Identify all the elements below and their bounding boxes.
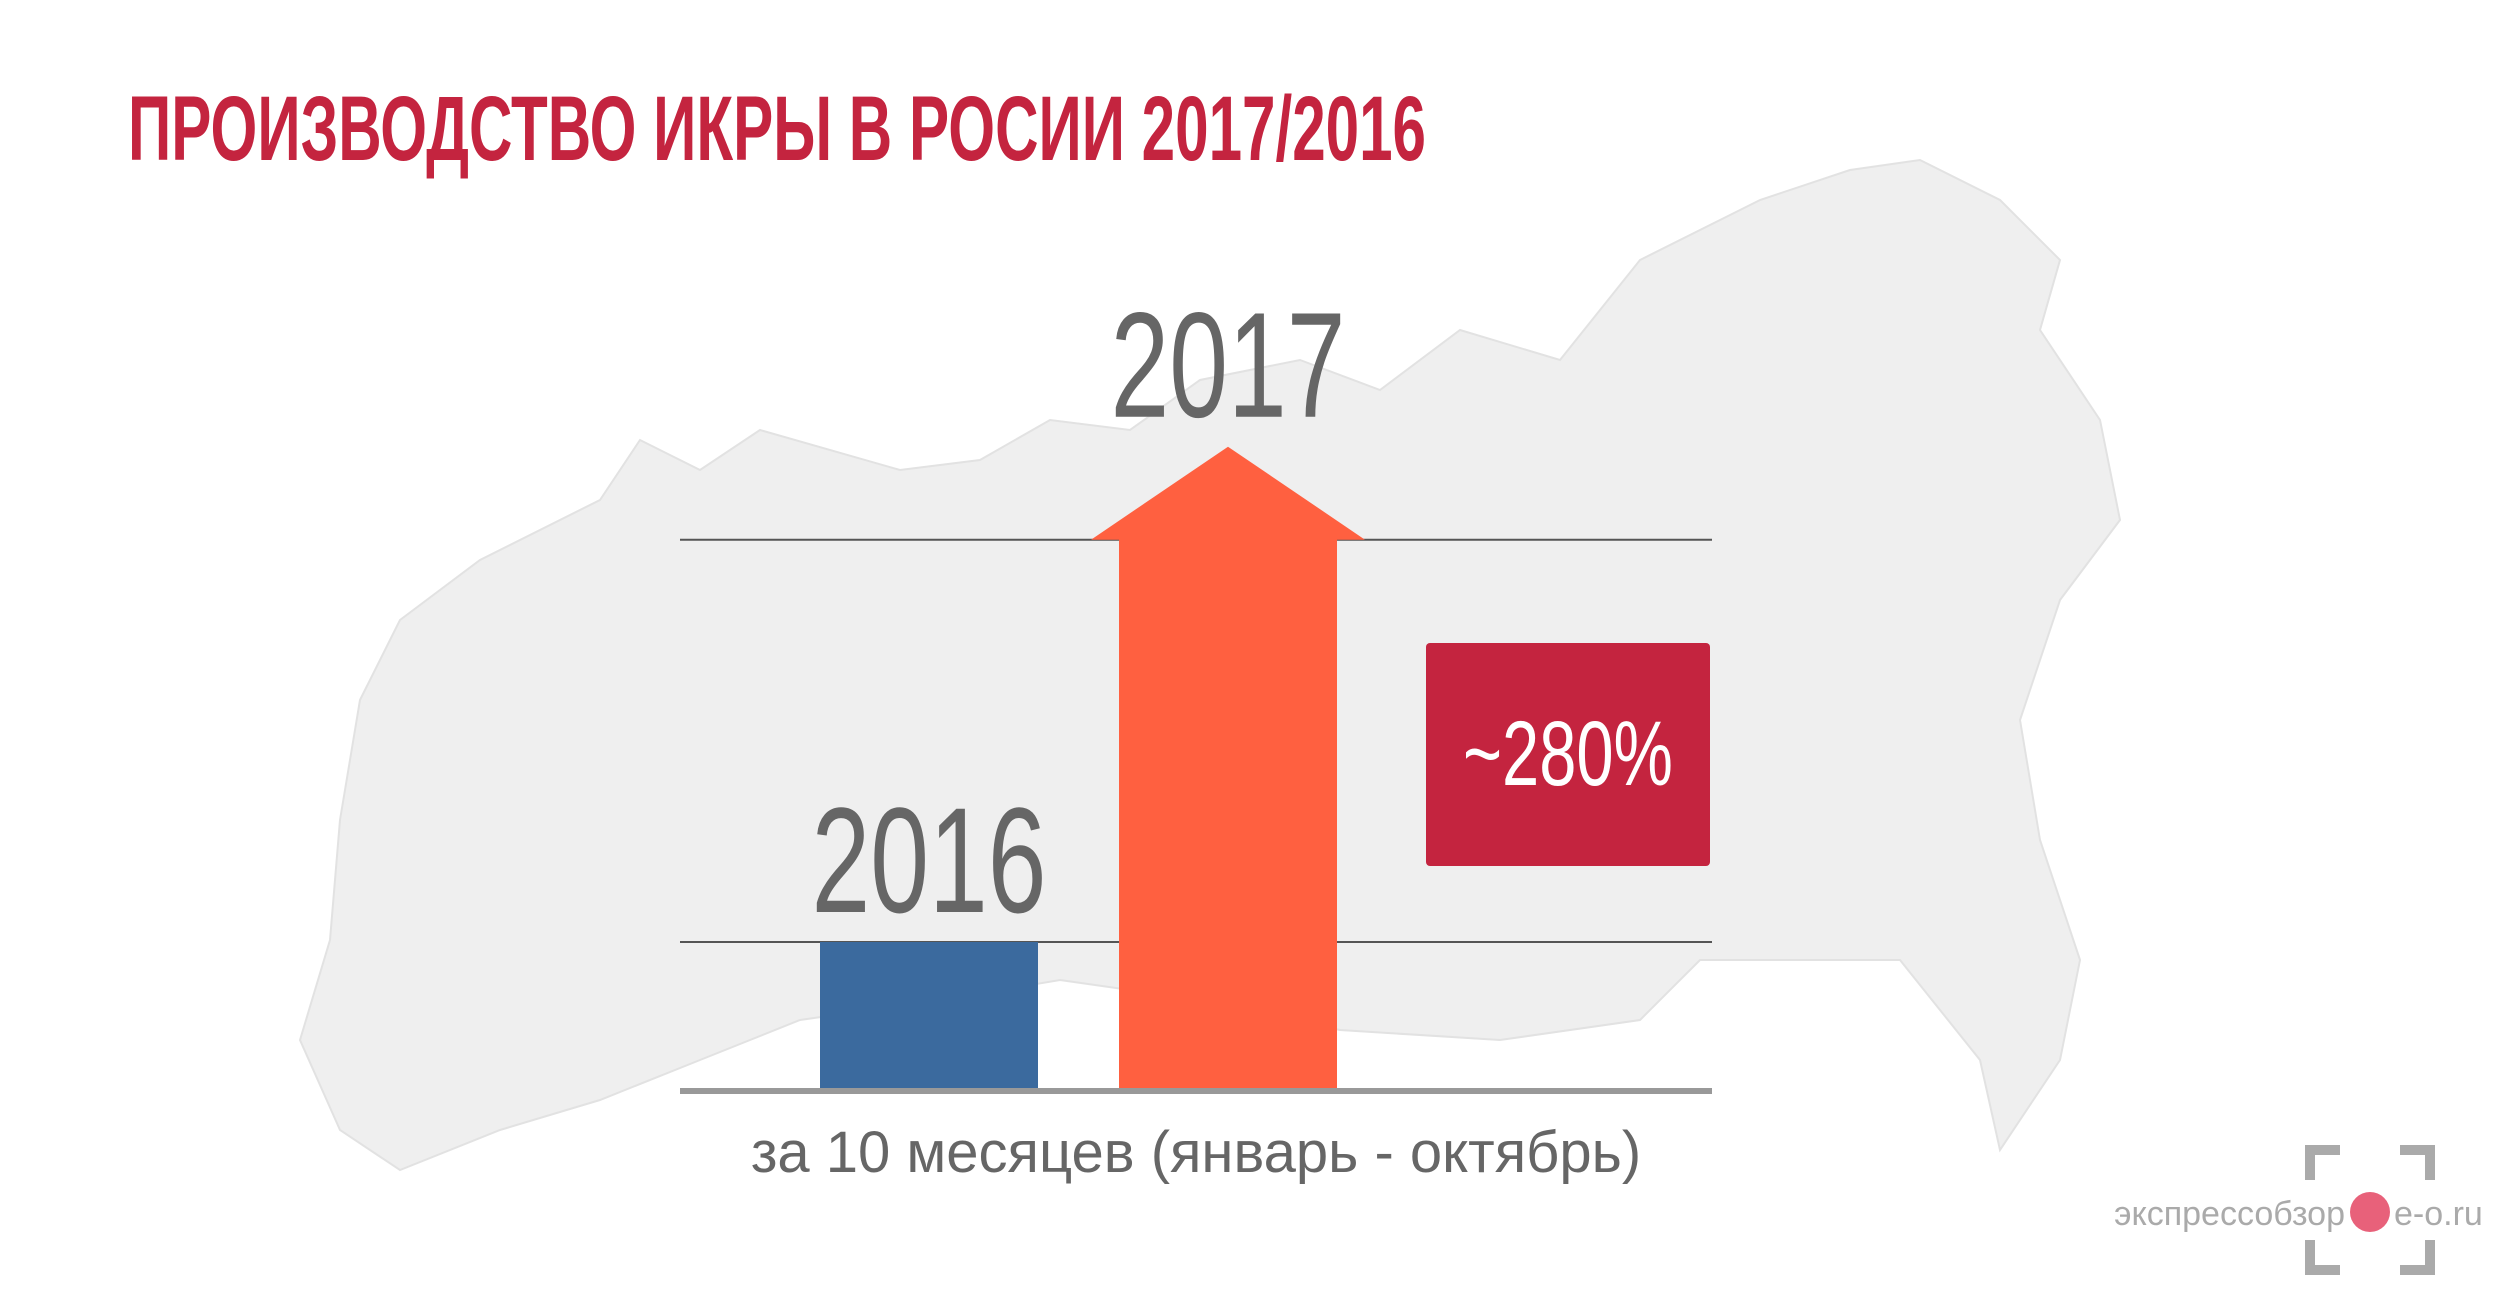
annotation-box — [1426, 643, 1710, 866]
bar — [820, 942, 1038, 1091]
annotation: ~280% — [1463, 703, 1673, 805]
watermark-dot — [2350, 1192, 2390, 1232]
subtitle: за 10 месяцев (январь - октябрь) — [751, 1120, 1641, 1185]
watermark-frame — [2305, 1145, 2435, 1275]
watermark: экспрессобзор e-o.ru — [2114, 1145, 2483, 1275]
watermark-text: e-o.ru — [2394, 1195, 2483, 1233]
chart-title: ПРОИЗВОДСТВО ИКРЫ В РОСИИ 2017/2016 — [128, 78, 1426, 180]
watermark-text: экспрессобзор — [2114, 1195, 2345, 1233]
category-label: 2017 — [1111, 281, 1346, 449]
category-label: 2016 — [812, 776, 1047, 944]
arrow-bar — [1091, 446, 1365, 1091]
